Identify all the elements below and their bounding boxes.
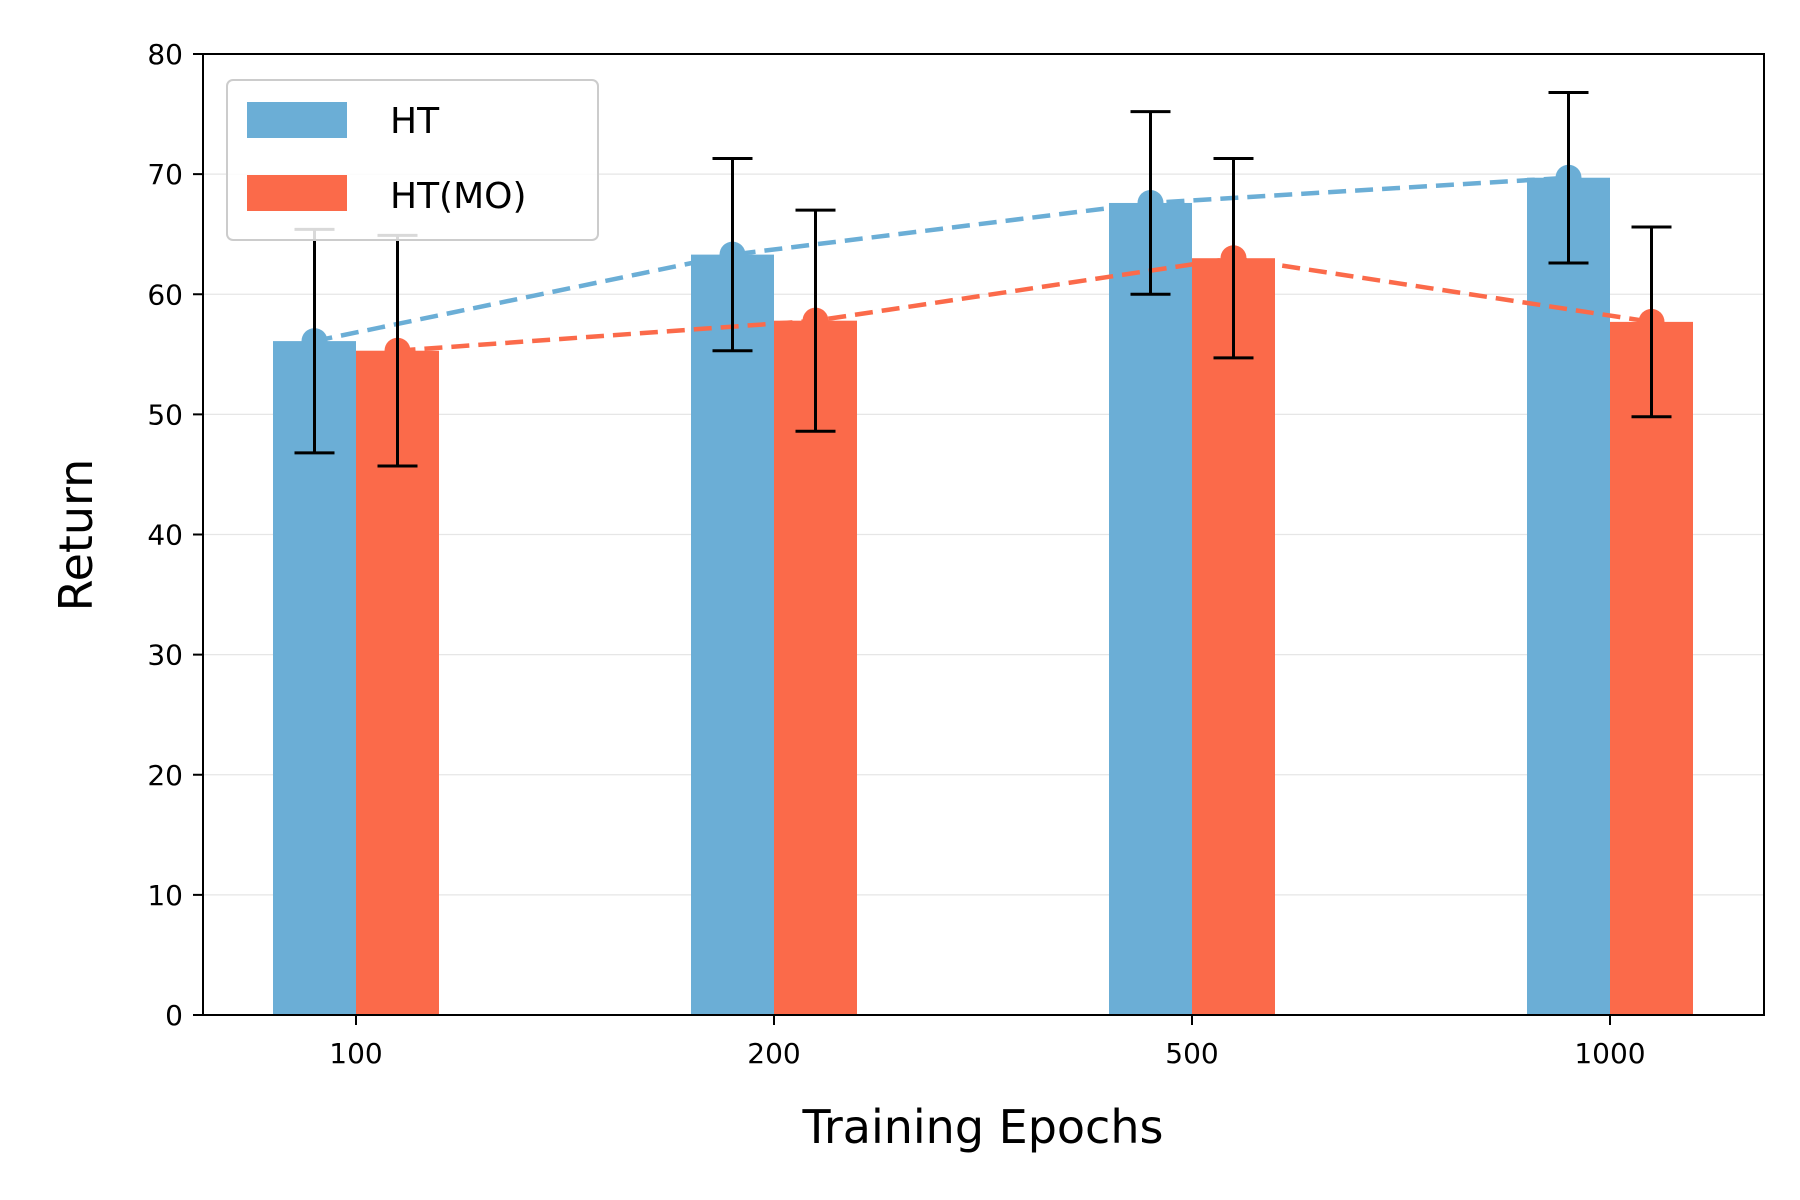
ticks: 0 10 20 30 40 50 60 70 80 100 200 500 1000 [147,38,1645,1070]
error-bar-ht-mo-500 [1213,157,1254,360]
x-axis-title: Training Epochs [802,1100,1164,1154]
error-bar-ht-mo-200 [795,208,836,433]
y-tick-label-10: 10 [147,879,183,912]
y-tick-label-40: 40 [147,519,183,552]
error-bar-ht-200 [712,157,753,353]
legend-swatch-ht-mo [247,175,347,211]
x-tick-label-200: 200 [747,1037,800,1070]
x-tick-label-100: 100 [329,1037,382,1070]
bar-ht-mo-1000 [1610,321,1693,1015]
bar-ht-500 [1109,202,1192,1015]
y-tick-label-60: 60 [147,278,183,311]
bar-ht-mo-500 [1192,258,1275,1015]
line-ht-mo [397,255,1652,353]
error-bars [294,90,1672,468]
legend-label-ht-mo: HT(MO) [390,176,527,217]
y-tick-label-0: 0 [165,999,183,1032]
error-bar-ht-mo-1000 [1631,225,1672,419]
y-tick-label-30: 30 [147,639,183,672]
error-bar-ht-1000 [1548,90,1589,265]
bar-ht-1000 [1527,177,1610,1015]
y-axis-title: Return [49,459,103,612]
x-tick-label-500: 500 [1165,1037,1218,1070]
y-tick-label-50: 50 [147,398,183,431]
line-ht [314,175,1569,344]
legend-label-ht: HT [390,101,440,142]
y-tick-label-70: 70 [147,158,183,191]
bar-ht-mo-200 [774,320,857,1015]
bars [273,177,1693,1015]
x-tick-label-1000: 1000 [1574,1037,1645,1070]
legend: HT HT(MO) [226,79,599,241]
bar-ht-200 [691,254,774,1015]
y-tick-label-20: 20 [147,759,183,792]
error-bar-ht-500 [1130,110,1171,296]
legend-swatch-ht [247,102,347,138]
y-tick-label-80: 80 [147,38,183,71]
